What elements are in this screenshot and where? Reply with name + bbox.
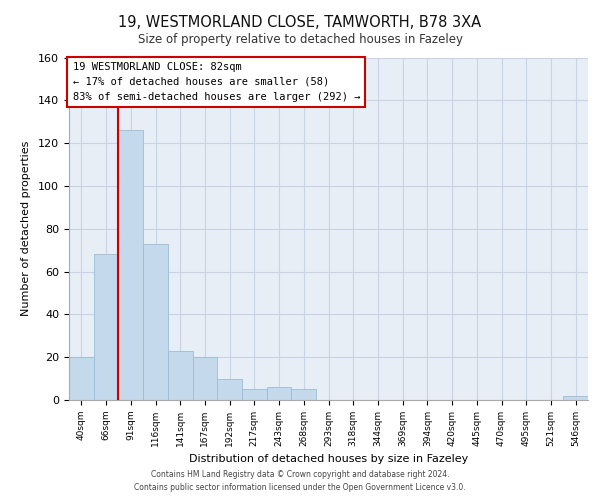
Bar — [267, 387, 292, 400]
Bar — [94, 254, 118, 400]
Y-axis label: Number of detached properties: Number of detached properties — [21, 141, 31, 316]
Bar — [193, 357, 217, 400]
Bar — [69, 357, 94, 400]
Text: Contains HM Land Registry data © Crown copyright and database right 2024.
Contai: Contains HM Land Registry data © Crown c… — [134, 470, 466, 492]
Bar — [217, 378, 242, 400]
X-axis label: Distribution of detached houses by size in Fazeley: Distribution of detached houses by size … — [189, 454, 468, 464]
Bar — [118, 130, 143, 400]
Bar — [242, 390, 267, 400]
Bar — [143, 244, 168, 400]
Bar — [563, 396, 588, 400]
Text: 19 WESTMORLAND CLOSE: 82sqm
← 17% of detached houses are smaller (58)
83% of sem: 19 WESTMORLAND CLOSE: 82sqm ← 17% of det… — [73, 62, 360, 102]
Text: Size of property relative to detached houses in Fazeley: Size of property relative to detached ho… — [137, 32, 463, 46]
Bar — [168, 351, 193, 400]
Bar — [292, 390, 316, 400]
Text: 19, WESTMORLAND CLOSE, TAMWORTH, B78 3XA: 19, WESTMORLAND CLOSE, TAMWORTH, B78 3XA — [118, 15, 482, 30]
